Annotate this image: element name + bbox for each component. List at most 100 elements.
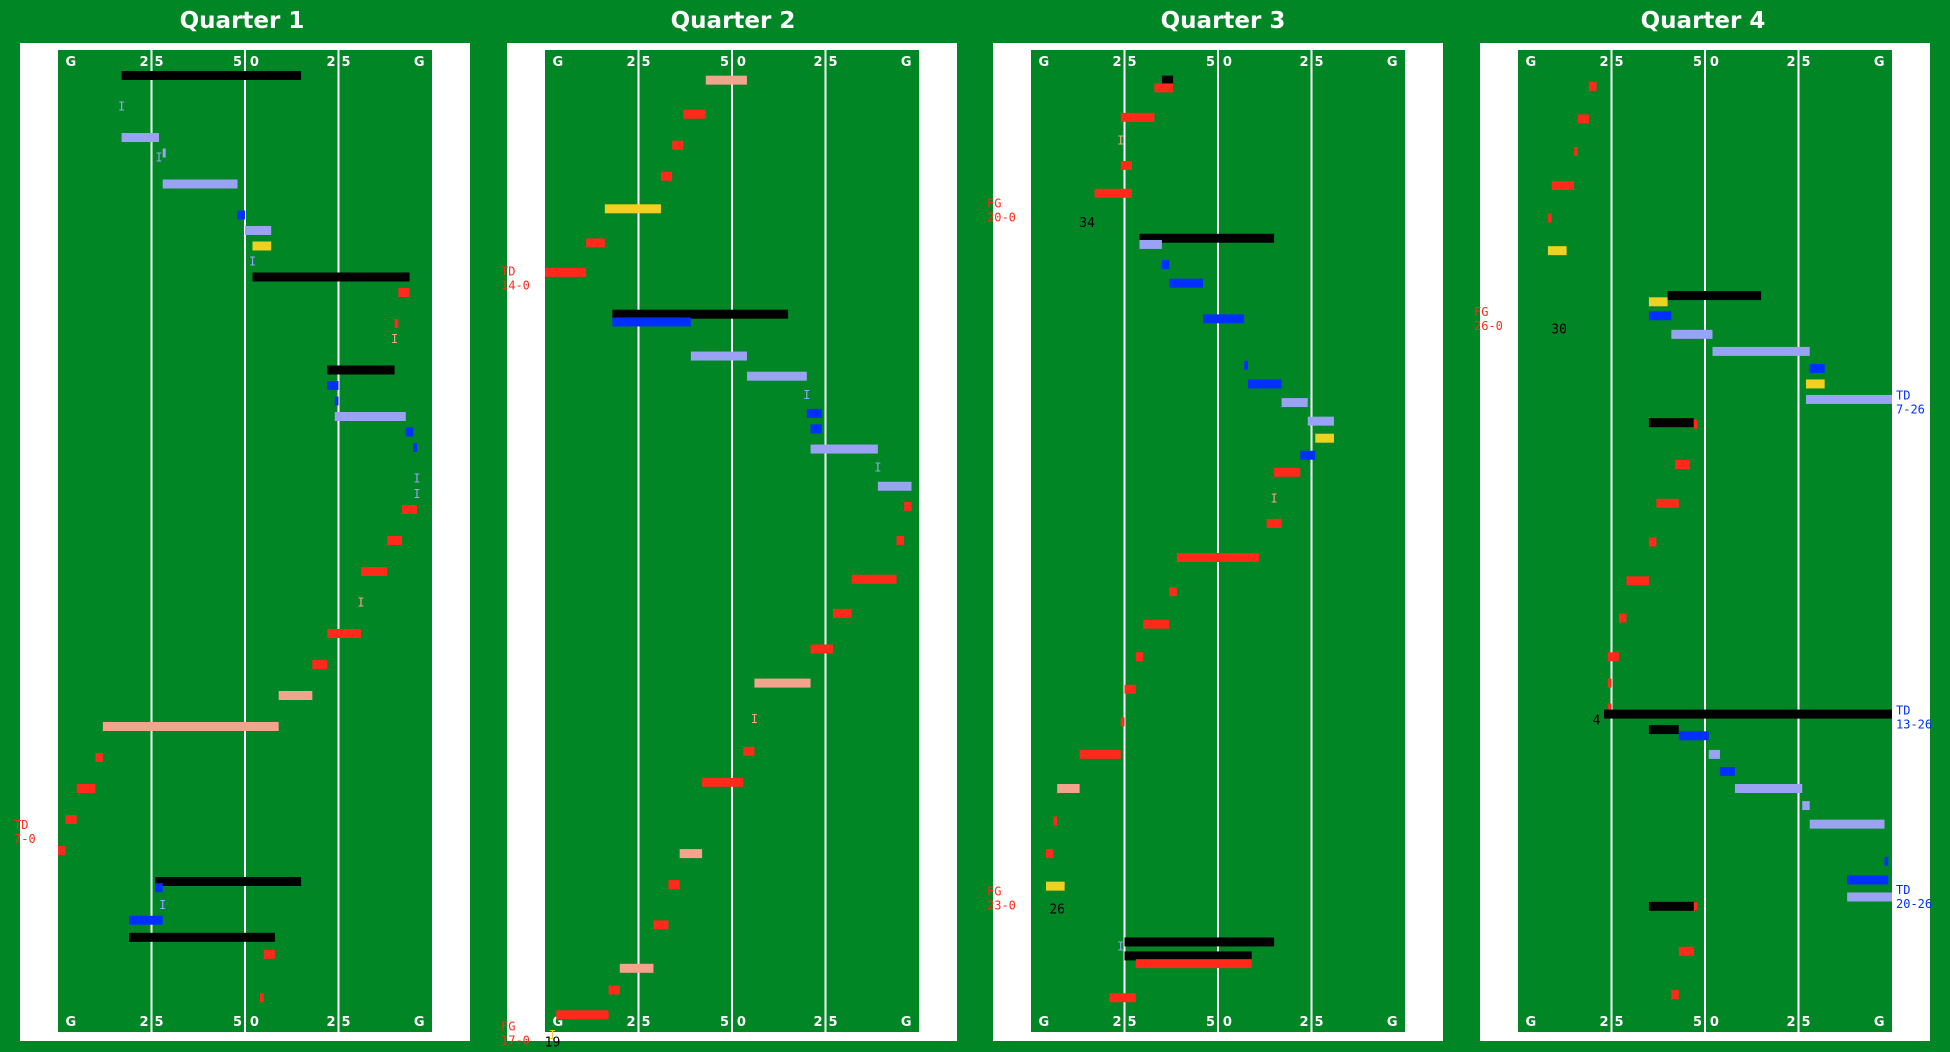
score-value: 20-26 (1896, 897, 1932, 911)
field-label-bottom: 2 (1599, 1015, 1608, 1030)
quarter-4-title: Quarter 4 (1640, 8, 1766, 34)
play-bar (1203, 314, 1245, 324)
play-bar (1045, 849, 1054, 859)
field-label-bottom: G (552, 1015, 563, 1030)
play-bar (1315, 433, 1334, 443)
play-bar (1693, 419, 1698, 429)
play-bar (1109, 993, 1136, 1003)
play-bar (1884, 856, 1889, 866)
play-bar (1169, 278, 1204, 288)
play-bar (237, 210, 245, 220)
field-label-top: 0 (250, 55, 259, 70)
play-bar (1708, 749, 1720, 759)
play-bar (405, 427, 414, 437)
field-label-top: 5 (641, 55, 650, 70)
field-label-top: 5 (233, 55, 242, 70)
score-type: FG (1474, 305, 1488, 319)
play-bar (1124, 937, 1275, 947)
play-bar (1607, 678, 1612, 688)
field-label-top: 2 (626, 55, 635, 70)
play-bar (360, 567, 388, 576)
play-bar (1648, 537, 1657, 547)
score-value: 14-0 (501, 279, 530, 293)
play-bar (1574, 146, 1578, 156)
field-label-bottom: G (1874, 1015, 1885, 1030)
incomplete-pass-marker: I (1117, 134, 1124, 148)
incomplete-pass-marker: I (413, 487, 420, 501)
field-label-top: G (1038, 55, 1049, 70)
field-label-top: 5 (1801, 55, 1810, 70)
play-bar (1648, 311, 1672, 321)
play-bar (672, 140, 684, 150)
play-bar (413, 443, 418, 452)
field-label-top: G (1525, 55, 1536, 70)
field-label-bottom: 5 (1801, 1015, 1810, 1030)
quarter-3-title: Quarter 3 (1160, 8, 1286, 34)
incomplete-pass-marker: I (249, 255, 256, 269)
field-label-bottom: 2 (813, 1015, 822, 1030)
play-bar (705, 75, 747, 85)
field-label-top: 2 (1599, 55, 1608, 70)
score-value: 20-0 (987, 210, 1016, 224)
play-bar (1678, 731, 1709, 741)
play-bar (1143, 619, 1170, 629)
play-bar (1139, 233, 1275, 243)
play-bar (1161, 260, 1170, 270)
play-bar (259, 993, 264, 1003)
field-label-top: G (414, 55, 425, 70)
field-label-top: 5 (1314, 55, 1323, 70)
field-label-top: G (1387, 55, 1398, 70)
play-bar (604, 204, 661, 214)
incomplete-pass-marker: I (1270, 492, 1277, 506)
play-bar (1802, 801, 1810, 811)
incomplete-pass-marker: I (391, 332, 398, 346)
play-bar (1176, 553, 1260, 563)
field-label-top: G (1874, 55, 1885, 70)
incomplete-pass-marker: I (803, 388, 810, 402)
play-bar (327, 629, 361, 638)
score-type: FG (987, 196, 1001, 210)
field-label-top: G (65, 55, 76, 70)
play-bar (683, 109, 706, 119)
play-bar (1656, 498, 1679, 508)
field-label-bottom: G (414, 1015, 425, 1030)
play-bar (121, 71, 302, 80)
field-label-bottom: 0 (1223, 1015, 1232, 1030)
play-bar (1648, 901, 1698, 911)
play-bar (668, 880, 680, 890)
play-bar (1053, 816, 1058, 826)
play-bar (1124, 684, 1136, 694)
play-bar (1300, 450, 1316, 460)
field-label-top: 5 (1614, 55, 1623, 70)
play-bar (95, 753, 103, 762)
play-bar (121, 133, 159, 142)
field-label-top: 2 (1786, 55, 1795, 70)
field-label-bottom: 2 (626, 1015, 635, 1030)
field-goal-distance: 19 (545, 1036, 561, 1051)
score-type: TD (14, 818, 28, 832)
play-bar (387, 536, 403, 545)
field-label-bottom: 5 (828, 1015, 837, 1030)
play-bar (1675, 460, 1691, 470)
field-label-top: G (552, 55, 563, 70)
play-bar (545, 267, 587, 277)
score-value: 23-0 (987, 899, 1016, 913)
incomplete-pass-marker: I (549, 1028, 556, 1042)
incomplete-pass-marker: I (155, 151, 162, 165)
field-goal-distance: 26 (1049, 902, 1065, 917)
play-bar (1693, 901, 1698, 911)
field-label-top: 5 (341, 55, 350, 70)
field-label-bottom: 5 (154, 1015, 163, 1030)
field-label-bottom: 2 (1112, 1015, 1121, 1030)
play-bar (1607, 652, 1619, 662)
play-bar (245, 226, 272, 235)
play-bar (810, 444, 878, 454)
play-bar (1805, 394, 1892, 404)
play-bar (334, 396, 339, 406)
play-bar (1734, 784, 1803, 793)
play-bar (690, 351, 747, 361)
play-bar (1577, 114, 1590, 124)
play-bar (1281, 398, 1308, 408)
play-bar (334, 412, 406, 421)
